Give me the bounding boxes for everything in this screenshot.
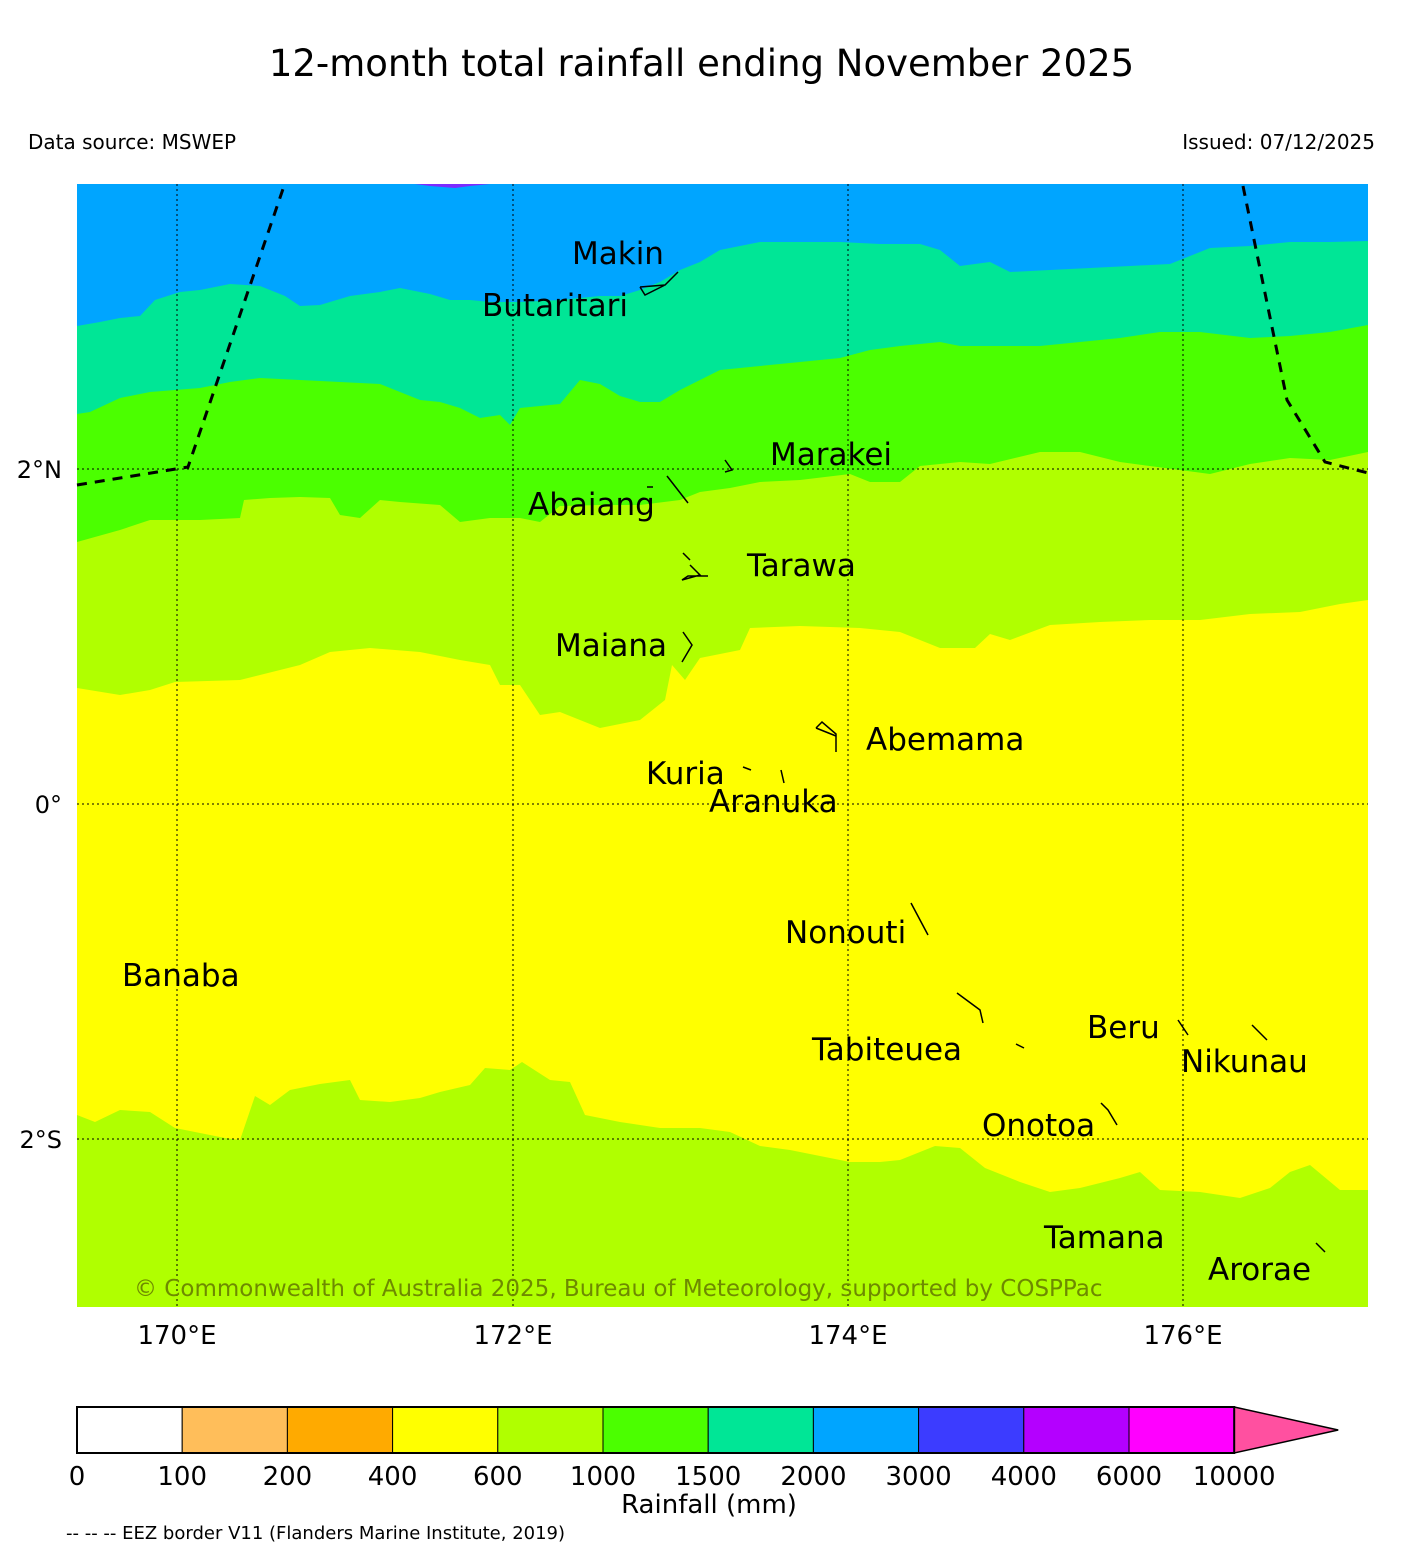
colorbar-tick-label: 600 <box>473 1462 523 1492</box>
colorbar-cell <box>286 1406 394 1454</box>
map-title: 12-month total rainfall ending November … <box>268 42 1135 85</box>
colorbar-tick-label: 0 <box>69 1462 86 1492</box>
issued-date: Issued: 07/12/2025 <box>1182 130 1375 154</box>
lon-labels: 170°E 172°E 174°E 176°E <box>137 1321 1222 1351</box>
lat-label-0: 0° <box>35 791 62 819</box>
island-aranuka <box>780 769 785 784</box>
colorbar-tick-label: 200 <box>263 1462 313 1492</box>
label-onotoa: Onotoa <box>982 1108 1095 1144</box>
island-kuria <box>742 766 752 771</box>
lon-label-174E: 174°E <box>808 1321 887 1351</box>
label-abemama: Abemama <box>866 722 1024 758</box>
colorbar-extend-arrow <box>1233 1406 1339 1454</box>
label-butaritari: Butaritari <box>482 288 628 324</box>
colorbar-tick-label: 100 <box>157 1462 207 1492</box>
colorbar-tick-label: 6000 <box>1096 1462 1162 1492</box>
label-kuria: Kuria <box>646 756 725 792</box>
colorbar-tick-label: 1500 <box>675 1462 741 1492</box>
label-beru: Beru <box>1087 1010 1160 1046</box>
label-arorae: Arorae <box>1208 1252 1311 1288</box>
colorbar-cell <box>1128 1406 1235 1454</box>
colorbar-label: Rainfall (mm) <box>621 1490 797 1520</box>
island-abaiang <box>647 475 689 504</box>
island-beru <box>1177 1019 1189 1036</box>
island-abemama <box>815 720 837 752</box>
label-banaba: Banaba <box>122 958 240 994</box>
lon-label-172E: 172°E <box>473 1321 552 1351</box>
label-marakei: Marakei <box>770 437 892 473</box>
band-3000-4000 <box>415 184 490 188</box>
label-maiana: Maiana <box>555 628 667 664</box>
label-tamana: Tamana <box>1043 1220 1165 1256</box>
label-tabiteuea: Tabiteuea <box>811 1032 962 1068</box>
place-labels: Makin Butaritari Marakei Abaiang Tarawa … <box>122 236 1311 1288</box>
colorbar-cell <box>1023 1406 1130 1454</box>
colorbar-tick-label: 2000 <box>780 1462 846 1492</box>
colorbar-cell <box>497 1406 604 1454</box>
label-makin: Makin <box>572 236 664 272</box>
island-maiana <box>681 631 693 663</box>
lat-labels: 2°N 0° 2°S <box>17 456 62 1154</box>
colorbar-tick-label: 3000 <box>886 1462 952 1492</box>
lon-label-170E: 170°E <box>137 1321 216 1351</box>
lon-label-176E: 176°E <box>1143 1321 1222 1351</box>
islands <box>639 271 1326 1253</box>
eez-legend-note: -- -- -- EEZ border V11 (Flanders Marine… <box>66 1523 566 1544</box>
island-onotoa <box>1100 1102 1118 1126</box>
colorbar-cell <box>181 1406 288 1454</box>
label-nikunau: Nikunau <box>1181 1044 1308 1080</box>
island-nikunau <box>1251 1024 1268 1041</box>
colorbar-frame <box>76 1406 1236 1454</box>
lat-label-2N: 2°N <box>17 456 62 484</box>
colorbar-tick-label: 1000 <box>570 1462 636 1492</box>
label-tarawa: Tarawa <box>746 548 856 584</box>
colorbar-cells <box>76 1406 1339 1454</box>
colorbar-cell <box>812 1406 920 1454</box>
island-nonouti <box>910 902 929 936</box>
band-2000-3000 <box>77 184 1368 326</box>
colorbar-cell <box>707 1406 814 1454</box>
colorbar-cell <box>392 1406 499 1454</box>
band-400-600 <box>77 600 1368 1198</box>
gridlines <box>77 184 1368 1307</box>
label-abaiang: Abaiang <box>528 487 655 523</box>
island-tarawa <box>681 552 708 581</box>
colorbar-cell <box>76 1406 183 1454</box>
island-marakei <box>724 459 734 473</box>
colorbar-tick-label: 400 <box>368 1462 418 1492</box>
island-arorae <box>1315 1242 1326 1253</box>
colorbar-tick-label: 10000 <box>1193 1462 1276 1492</box>
label-nonouti: Nonouti <box>785 915 906 951</box>
island-butaritari <box>639 271 679 296</box>
island-tabiteuea <box>956 992 1025 1049</box>
colorbar-cell <box>918 1406 1025 1454</box>
label-aranuka: Aranuka <box>709 784 838 820</box>
colorbar-tick-label: 4000 <box>991 1462 1057 1492</box>
rainfall-bands <box>77 184 1368 1307</box>
colorbar-ticks: 0 100 200 400 600 1000 1500 2000 3000 4000 6000 100… <box>69 1462 1276 1492</box>
lat-label-2S: 2°S <box>19 1126 62 1154</box>
data-source: Data source: MSWEP <box>28 130 237 154</box>
colorbar-cell <box>602 1406 709 1454</box>
eez-border <box>76 185 1369 487</box>
copyright-notice: © Commonwealth of Australia 2025, Bureau… <box>134 1276 1103 1302</box>
